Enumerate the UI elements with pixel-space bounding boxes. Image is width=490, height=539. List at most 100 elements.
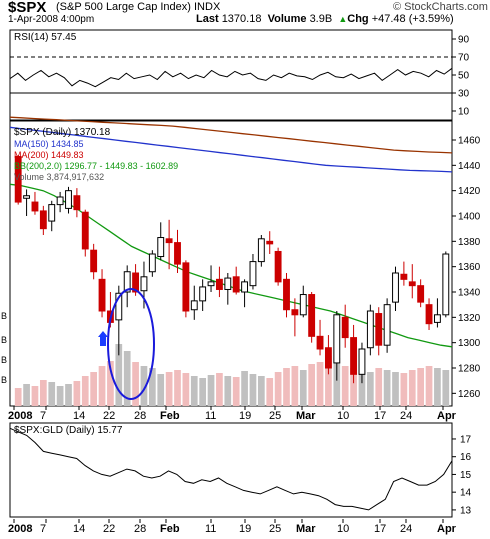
- chg-label: Chg: [347, 13, 369, 25]
- chg-value: +47.48 (+3.59%): [371, 13, 454, 25]
- volume-bar: [283, 368, 290, 406]
- ratio-x-tick-label: 24: [400, 523, 412, 535]
- price-panel: 1460 1440 1420 1400 1380 1360 1340 1320 1300 1280…: [9, 116, 481, 407]
- candle-body: [232, 276, 240, 293]
- price-x-tick-label: 28: [134, 410, 146, 422]
- volume-bar: [392, 372, 399, 406]
- volume-axis-letter: B: [1, 335, 7, 345]
- rsi-tick-label: 70: [458, 53, 470, 64]
- rsi-tick-label: 30: [458, 89, 470, 100]
- price-x-tick-label: Apr: [437, 410, 457, 422]
- chart-header: $SPX (S&P 500 Large Cap Index) INDX © St…: [0, 0, 490, 28]
- volume-bar: [434, 368, 441, 406]
- volume-bar: [442, 370, 450, 406]
- price-x-tick-label: 7: [40, 410, 46, 422]
- candle-body: [98, 278, 106, 312]
- price-legend-line-3: BB(200,2.0) 1296.77 - 1449.83 - 1602.89: [14, 161, 178, 171]
- candle-body: [14, 155, 22, 203]
- volume-label: Volume: [267, 13, 307, 25]
- price-x-tick-label: 2008: [8, 410, 32, 422]
- price-x-tick-label: 22: [103, 410, 115, 422]
- candle-body: [249, 261, 257, 287]
- candle-body: [81, 211, 89, 250]
- volume-bar: [148, 368, 156, 406]
- ratio-tick-label: 17: [460, 434, 472, 445]
- candle-body: [73, 195, 81, 211]
- candle-body: [115, 292, 123, 321]
- candle-body: [400, 273, 408, 280]
- rsi-tick-label: 50: [458, 71, 470, 82]
- price-legend-line-1: MA(150) 1434.85: [14, 139, 84, 149]
- volume-value: 3.9B: [309, 13, 333, 25]
- price-tick-label: 1260: [458, 389, 481, 400]
- candle-body: [90, 249, 98, 273]
- ratio-x-tick-label: 19: [239, 523, 251, 535]
- price-tick-label: 1280: [458, 364, 481, 375]
- volume-bar: [165, 372, 173, 406]
- rsi-legend: RSI(14) 57.45: [14, 32, 77, 43]
- volume-bar: [316, 362, 324, 406]
- quote-stats: Last 1370.18 Volume 3.9B ▲Chg +47.48 (+3…: [196, 13, 454, 25]
- ratio-x-tick-label: 11: [205, 523, 216, 535]
- candle-body: [291, 309, 299, 316]
- candle-body: [274, 250, 282, 283]
- candle-body: [299, 294, 307, 316]
- volume-bar: [358, 370, 366, 406]
- symbol-title: $SPX: [8, 0, 47, 16]
- candle-body: [123, 271, 131, 293]
- candle-body: [48, 204, 56, 222]
- volume-bar: [157, 374, 165, 406]
- price-tick-label: 1400: [458, 212, 481, 223]
- volume-bar: [190, 376, 198, 406]
- volume-bar: [375, 368, 383, 406]
- volume-bar: [408, 370, 416, 406]
- volume-bar: [140, 366, 148, 406]
- volume-axis-letter: B: [1, 355, 7, 365]
- candle-body: [350, 337, 358, 375]
- ratio-x-tick-label: 10: [337, 523, 349, 535]
- price-tick-label: 1320: [458, 313, 481, 324]
- price-x-tick-label: 11: [205, 410, 216, 422]
- candle-body: [257, 238, 265, 263]
- ma150-line: [9, 126, 453, 173]
- candle-body: [333, 314, 341, 364]
- candle-body: [190, 300, 198, 311]
- volume-bar: [224, 376, 232, 406]
- chart-datetime: 1-Apr-2008 4:00pm: [8, 14, 95, 25]
- volume-bar: [232, 377, 240, 406]
- candle-body: [283, 278, 290, 311]
- ratio-tick-label: 15: [460, 470, 472, 481]
- candle-body: [324, 347, 332, 369]
- candle-body: [408, 281, 416, 287]
- candle-body: [140, 276, 148, 292]
- ratio-tick-label: 14: [460, 488, 472, 499]
- volume-bar: [73, 381, 81, 406]
- volume-bar: [291, 366, 299, 406]
- candle-body: [132, 272, 140, 293]
- ratio-x-tick-label: Feb: [160, 523, 180, 535]
- volume-bar: [266, 378, 274, 406]
- candle-body: [224, 277, 232, 290]
- volume-bar: [98, 366, 106, 406]
- candle-body: [157, 237, 165, 258]
- candle-body: [148, 253, 156, 273]
- volume-bar: [107, 361, 114, 406]
- volume-bar: [325, 356, 332, 406]
- brand-logo[interactable]: © StockCharts.com: [393, 1, 488, 13]
- price-tick-label: 1460: [458, 136, 481, 147]
- volume-bar: [216, 373, 223, 406]
- price-x-tick-label: Mar: [296, 410, 316, 422]
- last-label: Last: [196, 13, 219, 25]
- candle-body: [23, 195, 31, 199]
- volume-bar: [14, 388, 22, 406]
- volume-bar: [274, 372, 282, 406]
- ratio-panel: $SPX:GLD (Daily) 15.77 17 16 15 14 13: [9, 422, 472, 518]
- up-arrow-icon: [98, 331, 108, 346]
- symbol-description: (S&P 500 Large Cap Index) INDX: [56, 1, 221, 13]
- up-triangle-icon: ▲: [338, 14, 348, 24]
- volume-bar: [383, 370, 391, 406]
- candle-body: [341, 316, 349, 339]
- ratio-panel-frame: [9, 422, 453, 518]
- candle-body: [65, 190, 72, 209]
- annotation-ellipse: [107, 288, 155, 400]
